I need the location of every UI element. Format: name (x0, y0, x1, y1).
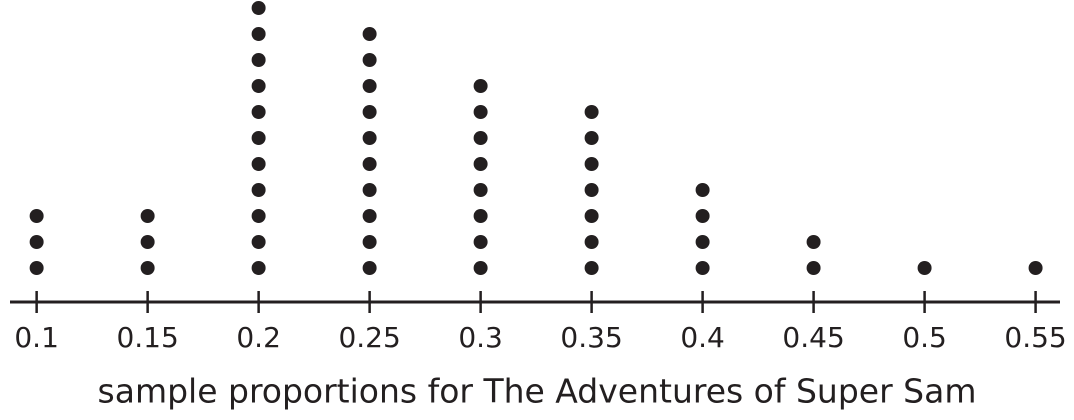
dot (362, 235, 377, 249)
dot (584, 261, 599, 275)
dot (251, 79, 266, 93)
dot (251, 261, 266, 275)
dot (251, 105, 266, 119)
dot (584, 235, 599, 249)
dot (473, 157, 488, 171)
dot (473, 105, 488, 119)
dot (473, 235, 488, 249)
dot (362, 183, 377, 197)
dot (473, 261, 488, 275)
x-tick-label: 0.2 (236, 321, 281, 354)
dot (695, 209, 710, 223)
dot (695, 183, 710, 197)
dot (251, 235, 266, 249)
x-tick-label: 0.15 (116, 321, 178, 354)
dot (473, 183, 488, 197)
dot (140, 235, 155, 249)
dot (362, 209, 377, 223)
dot (806, 261, 821, 275)
dot (917, 261, 932, 275)
dot (362, 53, 377, 67)
dot (584, 105, 599, 119)
dot (806, 235, 821, 249)
dot (251, 183, 266, 197)
dot (584, 183, 599, 197)
dot (362, 131, 377, 145)
dot (29, 261, 44, 275)
dot (29, 235, 44, 249)
x-tick-label: 0.3 (458, 321, 503, 354)
dot (362, 261, 377, 275)
dot (251, 1, 266, 15)
dot (695, 261, 710, 275)
dot (1028, 261, 1043, 275)
x-axis-title: sample proportions for The Adventures of… (98, 372, 977, 411)
dot (251, 53, 266, 67)
dot (29, 209, 44, 223)
dot (362, 105, 377, 119)
dot (251, 27, 266, 41)
dot (251, 209, 266, 223)
dot (362, 27, 377, 41)
dot (362, 79, 377, 93)
dot (473, 209, 488, 223)
dot (140, 261, 155, 275)
dot (140, 209, 155, 223)
x-tick-label: 0.35 (560, 321, 622, 354)
dot (362, 157, 377, 171)
x-tick-label: 0.55 (1004, 321, 1066, 354)
x-tick-label: 0.25 (338, 321, 400, 354)
dot (695, 235, 710, 249)
x-tick-label: 0.45 (782, 321, 844, 354)
x-tick-label: 0.4 (680, 321, 725, 354)
dot (251, 157, 266, 171)
dot (584, 209, 599, 223)
dot (584, 131, 599, 145)
dot (473, 79, 488, 93)
x-tick-label: 0.1 (14, 321, 59, 354)
dot (473, 131, 488, 145)
x-tick-label: 0.5 (902, 321, 947, 354)
dot (584, 157, 599, 171)
dot (251, 131, 266, 145)
